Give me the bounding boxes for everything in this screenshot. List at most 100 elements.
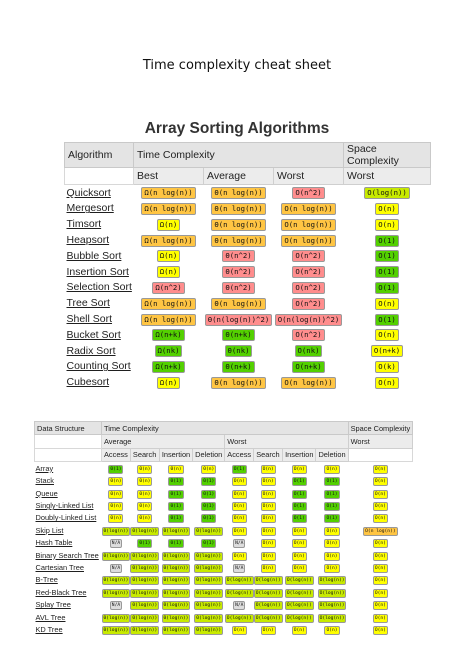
complexity-badge: O(1) [324,477,340,487]
space-complexity-badge: O(n) [375,376,399,389]
complexity-cell: O(log(n)) [224,611,254,623]
complexity-cell: N/A [102,537,131,549]
data-structure-link[interactable]: Cartesian Tree [35,562,84,572]
best-complexity-badge: Ω(n log(n)) [141,187,196,200]
sort-row: Bucket Sort Ω(n+k) Θ(n+k) O(n^2) O(n) [65,327,431,343]
complexity-cell: O(n) [254,549,283,561]
best-complexity-badge: Ω(n log(n)) [141,234,196,247]
algorithm-link[interactable]: Insertion Sort [66,265,129,278]
worst-complexity-cell: O(n^2) [274,248,344,264]
complexity-badge: O(n) [372,576,388,586]
algorithm-link[interactable]: Heapsort [66,234,110,247]
worst-complexity-cell: O(n^2) [274,295,344,311]
complexity-badge: Θ(log(n)) [130,613,160,623]
complexity-badge: O(n) [231,502,247,512]
best-complexity-badge: Ω(n) [156,266,181,279]
complexity-badge: O(n) [291,551,307,561]
complexity-badge: O(n) [324,526,340,536]
complexity-cell: Θ(log(n)) [130,524,160,536]
data-structure-link[interactable]: Red-Black Tree [35,587,87,597]
algorithm-link[interactable]: Bubble Sort [66,249,122,262]
ds-row: Hash Table N/A Θ(1) Θ(1) Θ(1) N/A O(n) O(n) O(n)… [35,537,413,549]
complexity-badge: O(log(n)) [284,576,314,586]
complexity-cell: Θ(n) [193,462,225,475]
data-structure-link[interactable]: Singly-Linked List [35,501,94,511]
complexity-cell: O(n) [348,574,413,586]
ds-row: Splay Tree N/A Θ(log(n)) Θ(log(n)) Θ(log(n))… [35,598,413,611]
space-complexity-badge: O(k) [375,360,399,373]
average-complexity-badge: Θ(n+k) [222,360,255,373]
complexity-cell: Θ(n) [102,499,131,512]
complexity-badge: O(log(n)) [224,613,254,623]
complexity-cell: Θ(log(n)) [159,574,192,586]
sort-row: Quicksort Ω(n log(n)) Θ(n log(n)) O(n^2) O(l… [65,184,431,200]
header-op-deletion: Deletion [192,447,226,463]
complexity-cell: O(n) [254,537,283,549]
space-complexity-cell: O(n) [344,327,431,343]
data-structure-link[interactable]: Doubly-Linked List [35,513,97,523]
complexity-badge: Θ(n) [201,464,217,474]
average-complexity-cell: Θ(n(log(n))^2) [204,311,274,327]
algorithm-link[interactable]: Mergesort [66,202,114,215]
data-structure-link[interactable]: Array [35,463,54,473]
ds-row: Singly-Linked List Θ(n) Θ(n) Θ(1) Θ(1) O(n) O(… [35,499,413,512]
algorithm-link[interactable]: Radix Sort [66,344,116,357]
algorithm-link[interactable]: Quicksort [66,186,111,199]
complexity-cell: Θ(n) [130,512,159,524]
sorting-algorithms-table: Algorithm Time Complexity Space Complexi… [64,142,431,390]
complexity-badge: O(n) [260,514,276,524]
complexity-cell: O(log(n)) [283,598,316,611]
complexity-badge: O(1) [291,489,307,499]
algorithm-link[interactable]: Tree Sort [66,297,110,310]
data-structure-link[interactable]: Binary Search Tree [35,550,99,560]
complexity-badge: O(n) [372,477,388,487]
data-structure-link[interactable]: KD Tree [35,624,63,634]
data-structure-link[interactable]: Hash Table [35,538,73,548]
average-complexity-badge: Θ(n log(n)) [211,376,266,389]
best-complexity-cell: Ω(n log(n)) [134,184,204,200]
average-complexity-badge: Θ(n^2) [222,281,255,294]
worst-complexity-cell: O(n(log(n))^2) [274,311,344,327]
data-structure-link[interactable]: Queue [35,488,58,498]
header-space-worst: Worst [343,167,431,185]
complexity-cell: O(n) [316,623,348,635]
algorithm-link[interactable]: Cubesort [66,376,110,389]
complexity-badge: N/A [109,563,123,573]
algorithm-link[interactable]: Shell Sort [66,313,113,326]
data-structure-link[interactable]: Skip List [35,525,64,535]
worst-complexity-cell: O(n^2) [274,184,344,200]
space-complexity-badge: O(1) [375,313,399,326]
ds-row: Stack Θ(n) Θ(n) Θ(1) Θ(1) O(n) O(n) O(1) O(1) O(n… [35,475,413,487]
space-complexity-badge: O(n) [375,329,399,342]
algorithm-link[interactable]: Selection Sort [66,281,132,294]
data-structure-link[interactable]: Splay Tree [35,600,71,610]
algorithm-link[interactable]: Timsort [66,218,102,231]
average-complexity-badge: Θ(n log(n)) [211,297,266,310]
complexity-badge: O(n) [260,477,276,487]
complexity-cell: Θ(log(n)) [101,549,131,561]
data-structure-link[interactable]: Stack [35,476,54,486]
complexity-cell: Θ(n) [130,499,159,512]
complexity-cell: O(n) [348,475,413,487]
complexity-cell: O(n) [254,623,283,635]
best-complexity-badge: Ω(n+k) [152,329,185,342]
algorithm-link[interactable]: Counting Sort [66,360,131,373]
complexity-badge: O(n) [260,489,276,499]
complexity-badge: O(n) [231,514,247,524]
complexity-cell: Θ(log(n)) [130,574,160,586]
sort-row: Timsort Ω(n) Θ(n log(n)) O(n log(n)) O(n) [65,216,431,232]
complexity-cell: O(n) [254,561,283,573]
best-complexity-cell: Ω(n log(n)) [134,232,204,248]
header-op-access: Access [101,447,131,463]
ds-row: Binary Search Tree Θ(log(n)) Θ(log(n)) Θ(lo… [35,549,413,561]
complexity-cell: O(1) [316,499,348,512]
algorithm-link[interactable]: Bucket Sort [66,328,121,341]
data-structure-link[interactable]: AVL Tree [35,612,66,622]
data-structure-link[interactable]: B-Tree [35,575,58,585]
header-data-structure: Data Structure [34,420,102,436]
complexity-badge: Θ(log(n)) [161,588,191,598]
complexity-badge: O(n) [231,625,247,635]
complexity-badge: O(n) [372,489,388,499]
header-blank [34,434,102,449]
header-algorithm: Algorithm [64,142,134,168]
